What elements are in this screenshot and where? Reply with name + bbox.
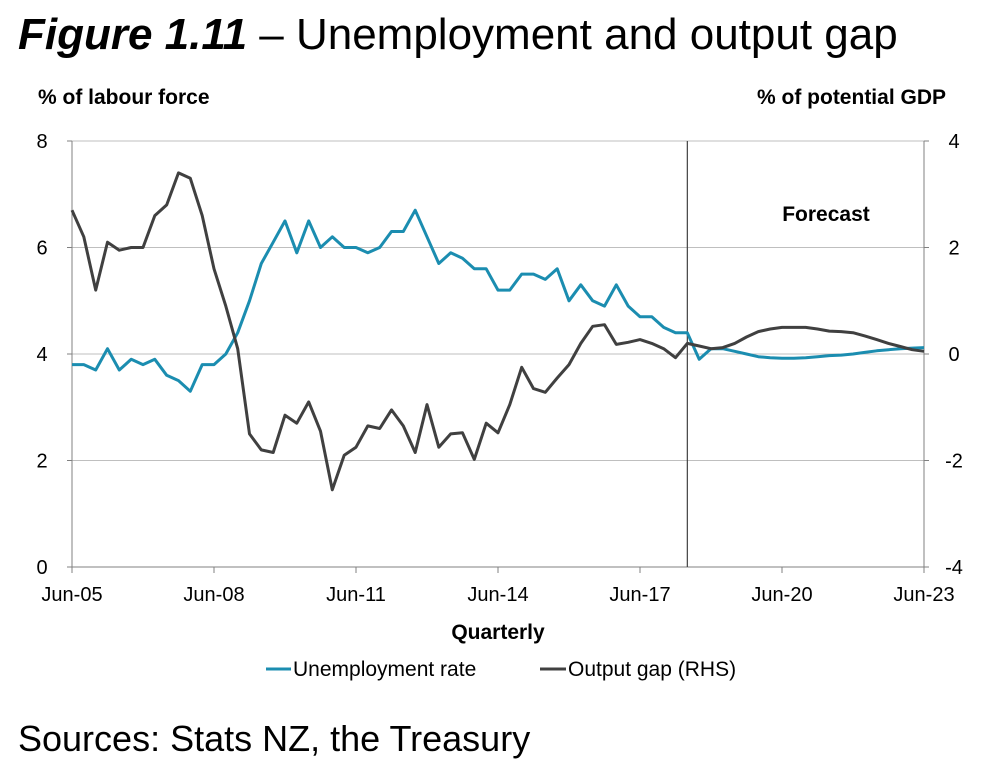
x-tick-label: Jun-20 <box>751 584 812 606</box>
left-tick-label: 4 <box>36 344 47 366</box>
x-tick-label: Jun-23 <box>893 584 954 606</box>
right-tick-label: -4 <box>945 557 963 579</box>
x-tick-label: Jun-11 <box>326 584 386 606</box>
left-tick-label: 8 <box>36 131 47 153</box>
output-gap-line <box>70 171 925 492</box>
source-note: Sources: Stats NZ, the Treasury <box>18 718 531 759</box>
left-tick-label: 2 <box>36 451 47 473</box>
figure-number: Figure 1.11 <box>18 10 248 59</box>
unemployment-rate-line <box>72 208 925 393</box>
title-dash: – <box>247 10 296 59</box>
forecast-annotation: Forecast <box>782 203 870 226</box>
legend-label-output-gap: Output gap (RHS) <box>568 658 736 681</box>
x-tick-label: Jun-08 <box>183 584 244 606</box>
right-tick-label: -2 <box>945 451 963 473</box>
legend-label-unemployment: Unemployment rate <box>293 658 476 681</box>
left-tick-label: 0 <box>36 557 47 579</box>
x-axis-title: Quarterly <box>451 621 545 644</box>
left-tick-label: 6 <box>36 238 47 260</box>
right-tick-label: 2 <box>948 238 959 260</box>
chart-title: Figure 1.11 – Unemployment and output ga… <box>18 10 898 60</box>
left-axis-title: % of labour force <box>38 86 210 109</box>
x-tick-label: Jun-17 <box>609 584 670 606</box>
right-tick-label: 0 <box>948 344 959 366</box>
x-tick-label: Jun-14 <box>467 584 528 606</box>
x-tick-label: Jun-05 <box>41 584 102 606</box>
figure-title: Unemployment and output gap <box>295 10 898 59</box>
right-axis-title: % of potential GDP <box>757 86 946 109</box>
right-tick-label: 4 <box>948 131 959 153</box>
